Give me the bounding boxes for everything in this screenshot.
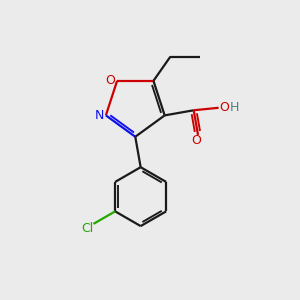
Text: O: O [219, 101, 229, 114]
Text: O: O [106, 74, 116, 87]
Text: Cl: Cl [82, 222, 94, 235]
Text: H: H [230, 101, 239, 114]
Text: O: O [192, 134, 202, 147]
Text: N: N [95, 109, 104, 122]
